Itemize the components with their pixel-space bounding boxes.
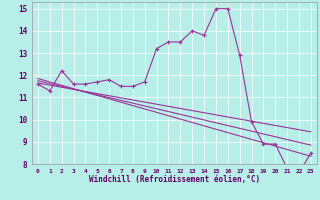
X-axis label: Windchill (Refroidissement éolien,°C): Windchill (Refroidissement éolien,°C) bbox=[89, 175, 260, 184]
